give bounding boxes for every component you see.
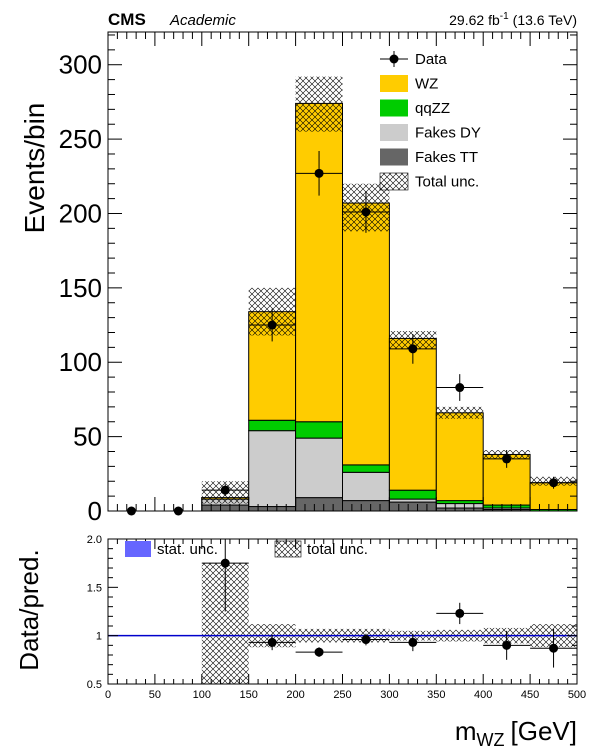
bar-fakes-dy [342, 471, 390, 502]
ratio-x-tick-label: 250 [333, 689, 351, 701]
data-point [549, 478, 559, 488]
y-tick-label: 50 [73, 422, 102, 452]
bar-qqzz [342, 464, 390, 473]
lumi-energy: (13.6 TeV) [513, 12, 577, 28]
y-tick-label: 100 [59, 347, 102, 377]
data-point [361, 207, 371, 217]
ratio-x-tick-label: 500 [568, 689, 586, 701]
y-tick-label: 300 [59, 50, 102, 80]
ratio-x-tick-label: 450 [521, 689, 539, 701]
ratio-x-tick-label: 400 [474, 689, 492, 701]
main-legend: Data WZ qqZZ Fakes DY Fakes TT Total unc. [379, 51, 481, 191]
ratio-point [361, 635, 371, 645]
total-unc-hatch [436, 406, 484, 419]
bar-fakes-tt [201, 504, 250, 512]
ratio-x-tick-label: 300 [380, 689, 398, 701]
bar-fakes-tt [388, 501, 437, 512]
ratio-legend-stat-unc-swatch [125, 541, 151, 557]
data-point [220, 485, 230, 495]
legend-wz-label: WZ [415, 76, 438, 93]
main-y-axis-title: Events/bin [19, 103, 50, 234]
ratio-x-tick-label: 150 [240, 689, 258, 701]
bar-fakes-tt [295, 497, 344, 512]
y-tick-label: 200 [59, 198, 102, 228]
bar-fakes-dy [295, 437, 344, 499]
legend-qqzz-label: qqZZ [415, 100, 450, 117]
legend-fakes-dy-swatch [380, 124, 408, 141]
data-point [314, 168, 324, 178]
ratio-panel: 0.5 1 1.5 2.0 0 50 100 150 200 250 300 350 400 450 50… [14, 534, 586, 701]
bar-qqzz [295, 421, 344, 439]
total-unc-hatch [295, 76, 343, 132]
ratio-x-axis: 0 50 100 150 200 250 300 350 400 450 500 [105, 539, 586, 701]
ratio-x-tick-label: 100 [193, 689, 211, 701]
y-tick-label: 0 [88, 496, 102, 526]
x-axis-title-unit: [GeV] [511, 716, 577, 746]
ratio-legend-total-unc-label: total unc. [307, 541, 368, 558]
data-point [408, 344, 418, 354]
bar-fakes-tt [342, 500, 390, 512]
y-tick-label: 150 [59, 273, 102, 303]
lumi-value: 29.62 fb [449, 12, 500, 28]
bar-fakes-tt [248, 506, 297, 512]
data-point [502, 454, 512, 464]
lumi-label: 29.62 fb-1 (13.6 TeV) [449, 11, 577, 28]
legend-data-marker [389, 54, 399, 64]
x-axis-title-sub: WZ [477, 730, 505, 750]
ratio-y-axis-title: Data/pred. [14, 549, 44, 670]
status-label: Academic [169, 12, 236, 29]
ratio-y-axis: 0.5 1 1.5 2.0 [87, 534, 577, 691]
ratio-point [502, 640, 512, 650]
legend-total-unc-swatch [379, 172, 409, 191]
ratio-total-uncertainty-band [201, 563, 577, 684]
legend-wz-swatch [380, 75, 408, 92]
data-point [267, 320, 277, 330]
ratio-x-tick-label: 200 [286, 689, 304, 701]
legend-fakes-tt-label: Fakes TT [415, 149, 478, 166]
bar-qqzz [388, 489, 437, 500]
main-y-axis: 0 50 100 150 200 250 300 [59, 34, 577, 526]
ratio-x-tick-label: 350 [427, 689, 445, 701]
ratio-points [201, 539, 577, 668]
ratio-y-tick-label: 1.5 [87, 582, 102, 594]
main-x-axis [107, 32, 578, 511]
ratio-y-tick-label: 2.0 [87, 534, 102, 546]
ratio-y-tick-label: 1 [96, 631, 102, 643]
main-panel: 0 50 100 150 200 250 300 Events/bin Data WZ qqZZ… [19, 31, 578, 526]
lumi-exponent: -1 [500, 11, 509, 22]
ratio-legend-total-unc-swatch [274, 540, 302, 558]
ratio-plot-frame [107, 538, 578, 685]
legend-fakes-tt-swatch [380, 148, 408, 166]
legend-data-label: Data [415, 51, 447, 68]
legend-total-unc-label: Total unc. [415, 174, 479, 191]
ratio-legend: stat. unc. total unc. [125, 540, 368, 558]
bar-fakes-dy [435, 503, 484, 509]
bar-wz [342, 202, 390, 466]
ratio-point [267, 637, 277, 647]
ratio-x-tick-label: 0 [105, 689, 111, 701]
ratio-point [314, 647, 324, 657]
legend-qqzz-swatch [380, 99, 408, 117]
bar-qqzz [248, 419, 297, 432]
ratio-y-tick-label: 0.5 [87, 679, 102, 691]
y-tick-label: 250 [59, 124, 102, 154]
data-point [455, 383, 465, 393]
ratio-point [549, 643, 559, 653]
ratio-x-tick-label: 50 [149, 689, 161, 701]
x-axis-title: mWZ [GeV] [455, 716, 577, 750]
ratio-legend-stat-unc-label: stat. unc. [157, 541, 218, 558]
legend-fakes-dy-label: Fakes DY [415, 125, 481, 142]
experiment-label: CMS [108, 10, 146, 29]
bar-wz [435, 412, 484, 502]
ratio-point [455, 608, 465, 618]
bar-fakes-dy [248, 430, 297, 508]
x-axis-title-main: m [455, 716, 477, 746]
ratio-point [408, 637, 418, 647]
ratio-point [220, 558, 230, 568]
